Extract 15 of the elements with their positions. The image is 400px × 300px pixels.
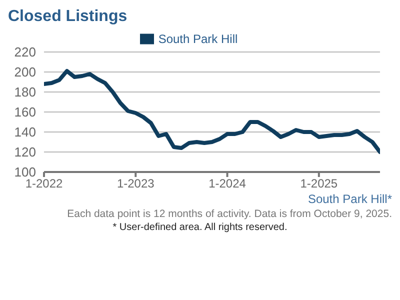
text: * User-defined area. All rights reserved.: [112, 222, 288, 233]
line-series: [44, 69, 380, 154]
y-tick-label: 220: [14, 44, 36, 60]
y-tick-label: 140: [14, 124, 36, 140]
x-axis-title: South Park Hill*: [306, 192, 392, 206]
text: Each data point is 12 months of activity. Data is from October 9, 2025.: [66, 208, 392, 220]
x-tick-label: 1-2025: [300, 176, 338, 191]
chart-title: Closed Listings: [8, 8, 128, 26]
y-tick-label: 160: [14, 104, 36, 120]
y-tick-label: 180: [14, 84, 36, 100]
x-tick-label: 1-2023: [116, 176, 155, 191]
y-tick-label: 200: [14, 64, 36, 80]
y-tick-label: 120: [14, 144, 36, 160]
legend-label: South Park Hill: [158, 32, 238, 46]
x-tick-label: 1-2024: [208, 176, 246, 191]
